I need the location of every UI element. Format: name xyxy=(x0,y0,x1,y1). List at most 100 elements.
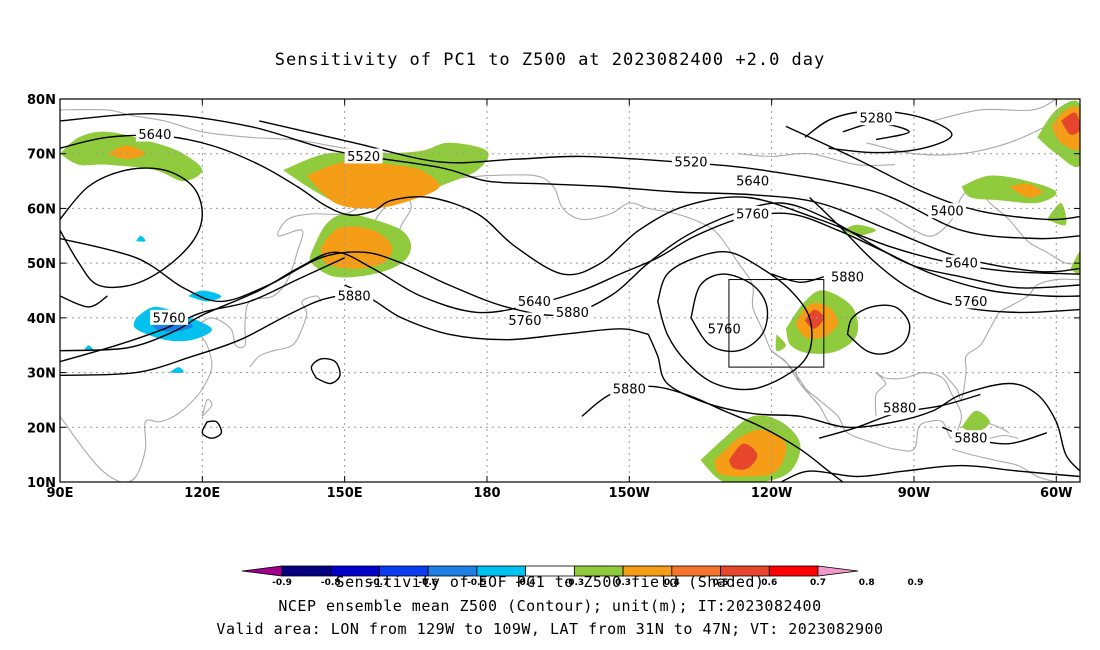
colorbar-tick-label: -0.9 xyxy=(272,578,292,588)
shaded-region-green xyxy=(842,224,876,236)
contour-label-bg xyxy=(828,268,867,284)
contour-label: 5640 xyxy=(138,128,171,143)
shaded-region-cyan xyxy=(135,235,146,242)
shaded-region-green xyxy=(775,334,786,352)
contour-label-layer: 5280 5400 5520 5520 5640 5640 5640 5640 5760 5760… xyxy=(135,110,990,447)
contour-5280 xyxy=(804,110,953,154)
lat-tick-label: 50N xyxy=(27,257,56,272)
shaded-region-orange xyxy=(320,226,393,269)
contour-label-bg xyxy=(135,126,174,142)
lon-tick-label: 90E xyxy=(47,486,74,501)
sensitivity-shading-layer xyxy=(60,100,1080,482)
contour-label-bg xyxy=(928,203,967,219)
contour-label: 5760 xyxy=(708,322,741,337)
contour-label-bg xyxy=(951,430,990,446)
contour-label-bg xyxy=(942,255,981,271)
shaded-region-cyan xyxy=(169,367,184,373)
contour-label-bg xyxy=(553,304,592,320)
contour-label-bg xyxy=(951,293,990,309)
contour-label-bg xyxy=(671,153,710,169)
lon-tick-label: 90W xyxy=(898,486,930,501)
contour-label: 5520 xyxy=(674,155,707,170)
lat-tick-label: 60N xyxy=(27,202,56,217)
shaded-region-orange xyxy=(304,161,440,209)
shaded-region-green xyxy=(960,175,1057,204)
contour-label: 5640 xyxy=(945,257,978,272)
shaded-region-red xyxy=(728,443,758,470)
contour-5880 xyxy=(846,304,911,355)
contour-label: 5640 xyxy=(518,295,551,310)
colorbar-title: Sensitivity of EOF PC1 to Z500 field (Sh… xyxy=(335,573,765,591)
chart-title: Sensitivity of PC1 to Z500 at 2023082400… xyxy=(274,50,826,70)
colorbar-tick-label: 0.8 xyxy=(859,578,875,588)
colorbar-tick-label: 0.7 xyxy=(810,578,826,588)
contour-5880 xyxy=(647,334,1080,472)
contour-label-bg xyxy=(515,293,554,309)
contour-5400 xyxy=(785,125,1080,221)
contour-5640 xyxy=(60,167,204,289)
coastline-13 xyxy=(989,434,1019,439)
lat-tick-label: 40N xyxy=(27,312,56,327)
contour-label: 5640 xyxy=(736,175,769,190)
coastline-3 xyxy=(201,398,213,417)
contour-label: 5760 xyxy=(954,295,987,310)
lon-tick-label: 180 xyxy=(473,486,500,501)
contour-label: 5400 xyxy=(931,205,964,220)
colorbar: -0.9 -0.8 -0.7 -0.6 -0.5 -0.4 -0.3 0.3 0.4 0.5 0.6… xyxy=(241,565,923,588)
valid-area-box xyxy=(728,279,825,368)
colorbar-tick-label: -0.5 xyxy=(467,578,487,588)
contour-5760 xyxy=(809,196,1080,314)
colorbar-tick-label: 0.6 xyxy=(761,578,777,588)
contour-5880 xyxy=(771,273,824,284)
coastline-11 xyxy=(932,99,1057,122)
lat-tick-label: 80N xyxy=(27,93,56,108)
shaded-region-green xyxy=(961,410,990,433)
coastline-2 xyxy=(249,295,322,368)
contour-label-bg xyxy=(150,309,189,325)
lon-tick-label: 120E xyxy=(184,486,220,501)
contour-5880 xyxy=(310,357,341,385)
colorbar-tick-label: 0.5 xyxy=(713,578,729,588)
contour-label: 5760 xyxy=(153,311,186,326)
lat-tick-label: 30N xyxy=(27,367,56,382)
colorbar-tick-label: -0.4 xyxy=(516,578,536,588)
colorbar-right-extend xyxy=(817,565,859,577)
contour-5760 xyxy=(690,273,769,353)
coastline-10 xyxy=(738,152,896,167)
coastline-14 xyxy=(951,448,1057,482)
lon-tick-label: 150E xyxy=(327,486,363,501)
contour-5280 xyxy=(842,122,910,141)
contour-5880 xyxy=(780,464,1080,482)
shaded-region-red xyxy=(804,309,824,329)
contour-label-bg xyxy=(610,380,649,396)
colorbar-tick-label: 0.9 xyxy=(907,578,923,588)
contour-5760 xyxy=(60,212,1080,352)
shaded-region-red xyxy=(1061,112,1080,135)
contour-label: 5880 xyxy=(613,382,646,397)
lat-tick-label: 10N xyxy=(27,476,56,491)
contour-label: 5880 xyxy=(954,432,987,447)
contour-label-bg xyxy=(505,312,544,328)
colorbar-tick-label: 0.4 xyxy=(664,578,680,588)
contour-label-bg xyxy=(344,148,383,164)
contour-label: 5760 xyxy=(736,207,769,222)
plot-frame xyxy=(59,98,1081,483)
lon-tick-label: 150W xyxy=(609,486,650,501)
contour-label: 5520 xyxy=(347,150,380,165)
lat-tick-label: 20N xyxy=(27,421,56,436)
colorbar-tick-label: -0.8 xyxy=(321,578,341,588)
coastline-0 xyxy=(60,175,488,482)
shaded-region-orange xyxy=(1008,183,1042,198)
contour-5760 xyxy=(657,251,813,391)
lat-tick-label: 70N xyxy=(27,148,56,163)
contour-label: 5880 xyxy=(831,270,864,285)
contour-5760 xyxy=(60,257,345,363)
contour-label-bg xyxy=(733,205,772,221)
contour-5880 xyxy=(201,420,223,439)
colorbar-tick-label: 0.3 xyxy=(615,578,631,588)
contour-label: 5880 xyxy=(338,289,371,304)
contour-label: 5880 xyxy=(556,306,589,321)
lon-tick-label: 120W xyxy=(751,486,792,501)
